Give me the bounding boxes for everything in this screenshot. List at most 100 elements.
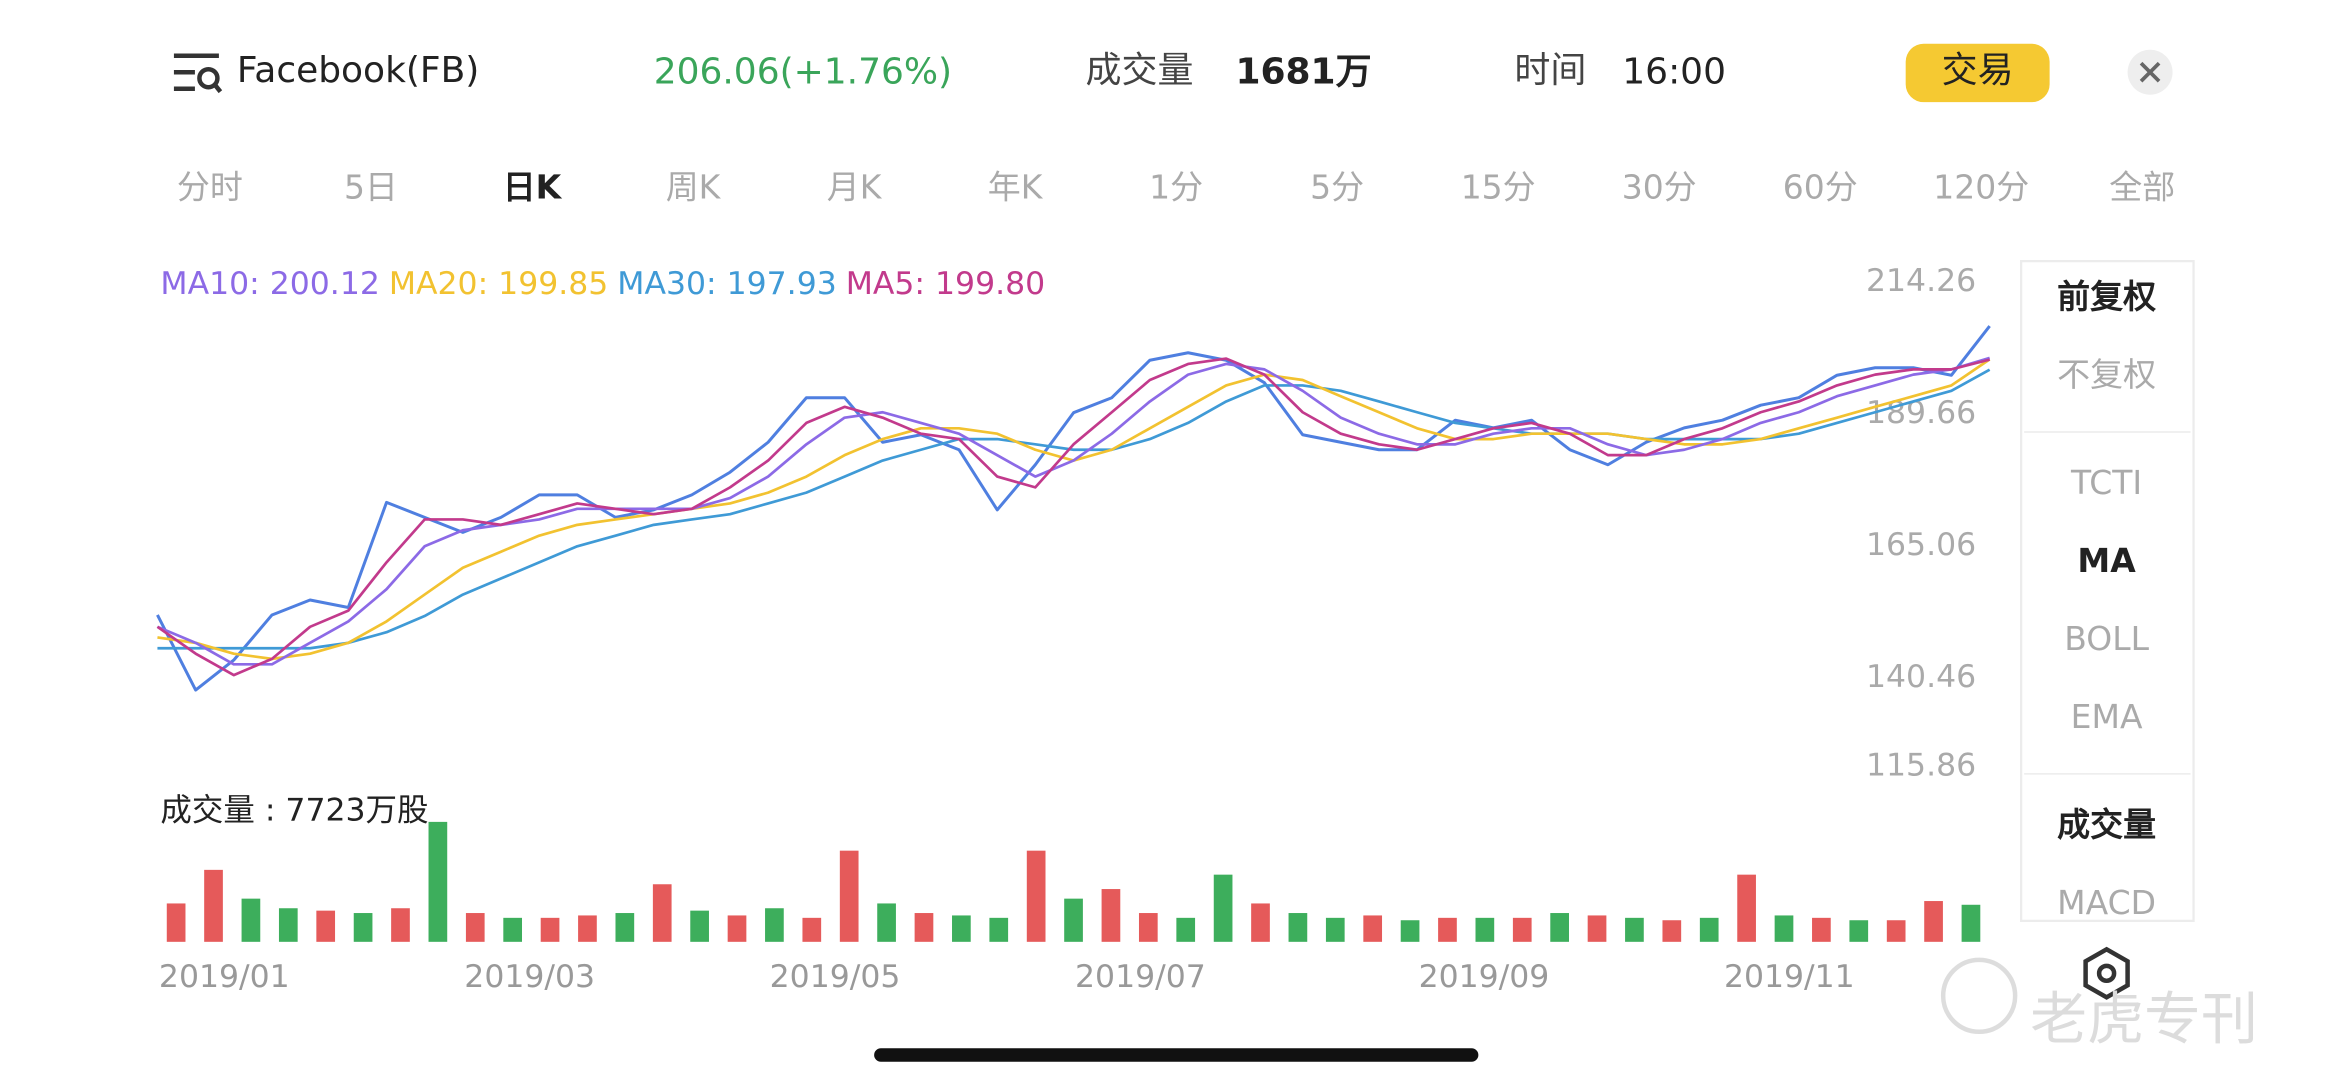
period-tab[interactable]: 年K [988,168,1044,207]
close-icon [2139,61,2161,83]
volume-bar [204,869,223,942]
volume-bar [914,913,934,942]
volume-bar [241,898,261,942]
legend-entry: MA30: 197.93 [617,266,836,302]
time-label: 时间 [1514,50,1586,91]
home-indicator [874,1048,1479,1062]
price-line [157,358,1991,661]
volume-bar [989,917,1009,942]
price: 206.06(+1.76%) [654,52,952,93]
watermark-logo [1940,957,2018,1035]
hexagon-center [2096,963,2117,984]
period-tab[interactable]: 周K [666,168,722,207]
period-tab[interactable]: 120分 [1933,168,2029,207]
volume-bar [1886,920,1906,942]
volume-bar [1812,917,1831,942]
volume-bar [615,913,635,942]
indicator-option[interactable]: 成交量 [2057,805,2156,844]
volume-bar [578,915,597,942]
time: 16:00 [1622,52,1726,93]
volume-bar [765,908,784,942]
volume-bar [952,915,971,942]
volume-bar [353,913,373,942]
volume-bar [1737,874,1756,942]
trade-button[interactable] [1905,43,2050,103]
y-tick-label: 140.46 [1866,659,1976,695]
period-tab[interactable]: 分时 [177,168,243,207]
y-tick-label: 214.26 [1866,263,1976,299]
volume-bar [1026,850,1046,942]
period-tab[interactable]: 日K [503,168,563,207]
period-tab[interactable]: 30分 [1622,168,1697,207]
volume-bar [1138,913,1158,942]
volume-bar [727,915,747,942]
volume-bar [1475,917,1495,942]
volume-bar [1251,903,1270,942]
volume: 1681万 [1235,52,1371,93]
volume-bar [166,903,186,942]
volume-bar [1400,920,1420,942]
indicator-option[interactable]: MA [2077,541,2136,580]
volume-bar [1512,917,1532,942]
hexagon [2083,946,2130,1000]
x-tick-label: 2019/05 [770,959,901,995]
y-tick-label: 189.66 [1866,395,1976,431]
volume-bar [652,884,672,942]
x-tick-label: 2019/07 [1075,959,1206,995]
period-tab[interactable]: 15分 [1461,168,1536,207]
volume-bar [540,917,560,942]
period-tab[interactable]: 5分 [1310,168,1364,207]
period-tab[interactable]: 月K [827,168,883,207]
indicator-option[interactable]: BOLL [2064,619,2149,658]
volume-bar [465,913,485,942]
volume-bar [1363,915,1383,942]
volume-bar [1774,915,1794,942]
legend-entry: MA5: 199.80 [846,266,1045,302]
period-tab[interactable]: 60分 [1783,168,1858,207]
volume-bar [1176,917,1196,942]
period-tab[interactable]: 1分 [1149,168,1203,207]
y-tick-label: 165.06 [1866,527,1976,563]
price-line [156,357,1990,677]
volume-bar [1438,917,1457,942]
watermark: 老虎专刊 [2030,986,2258,1052]
volume-bar [839,850,859,942]
period-tab[interactable]: 全部 [2109,168,2175,207]
x-tick-label: 2019/03 [464,959,595,995]
trade-button-label[interactable]: 交易 [1942,50,2014,91]
legend-entry: MA20: 199.85 [389,266,608,302]
stock-title: Facebook(FB) [237,50,479,91]
price-line [156,356,1991,666]
indicator-option[interactable]: EMA [2071,697,2143,736]
volume-bar [1064,898,1083,942]
volume-bar [1550,913,1569,942]
menu-icon[interactable] [173,53,223,94]
volume-bar [1849,920,1869,942]
volume-bar [802,917,822,942]
volume-bar [1699,917,1719,942]
volume-label: 成交量 [1086,50,1194,91]
y-tick-label: 115.86 [1866,747,1976,783]
ma-legend: MA10: 200.12 MA20: 199.85 MA30: 197.93 MA5:… [160,266,1045,302]
volume-bar [1961,904,1981,942]
volume-bar [1101,889,1121,942]
volume-bar [278,908,298,942]
volume-bar [1288,913,1308,942]
settings-icon[interactable] [2083,946,2130,1000]
indicator-option[interactable]: 前复权 [2057,277,2156,316]
volume-bar [391,908,410,942]
volume-bar [428,821,448,942]
x-tick-label: 2019/01 [159,959,290,995]
period-tab[interactable]: 5日 [344,168,398,207]
indicator-option[interactable]: TCTI [2070,463,2142,502]
x-tick-label: 2019/11 [1724,959,1855,995]
indicator-option[interactable]: MACD [2057,883,2156,922]
volume-bar [1625,917,1644,942]
indicator-option[interactable]: 不复权 [2057,355,2156,394]
volume-title: 成交量 : 7723万股 [160,792,428,828]
x-tick-label: 2019/09 [1419,959,1550,995]
volume-bar [1325,917,1345,942]
price-line [156,325,1991,692]
